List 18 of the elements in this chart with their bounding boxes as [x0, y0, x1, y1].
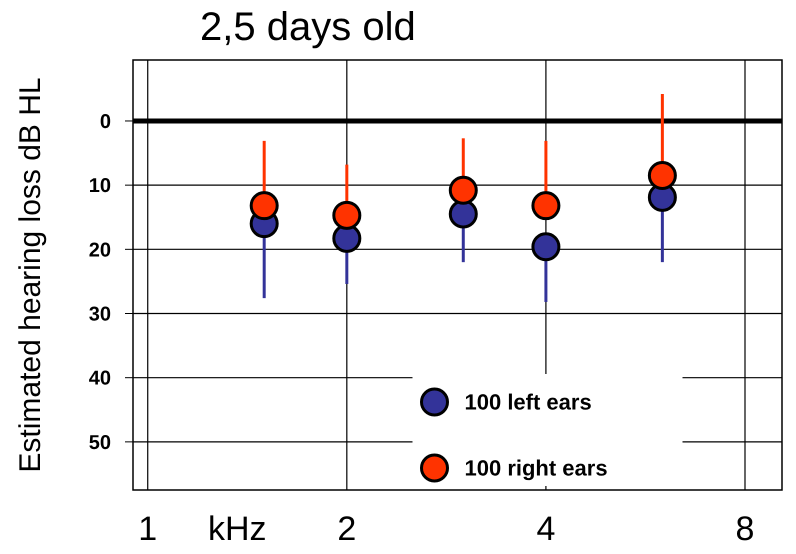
- x-tick-label: 4: [536, 510, 556, 548]
- point: [448, 176, 478, 205]
- legend-label: 100 right ears: [464, 456, 608, 481]
- legend-label: 100 left ears: [464, 390, 592, 415]
- y-axis-title: Estimated hearing loss dB HL: [14, 77, 47, 473]
- y-tick-label: 40: [88, 368, 111, 390]
- x-axis-title: kHz: [208, 510, 267, 548]
- y-tick-label: 10: [88, 175, 111, 198]
- point: [648, 161, 677, 190]
- x-tick-label: 2: [337, 510, 356, 548]
- y-tick-label: 50: [88, 432, 111, 454]
- y-tick-label: 20: [88, 239, 111, 262]
- x-tick-label: 8: [736, 510, 754, 548]
- x-tick-label: 1: [138, 510, 158, 548]
- y-tick-label: 30: [88, 304, 111, 326]
- chart-title: 2,5 days old: [200, 5, 416, 49]
- y-tick-label: 0: [100, 110, 111, 133]
- point: [250, 191, 279, 220]
